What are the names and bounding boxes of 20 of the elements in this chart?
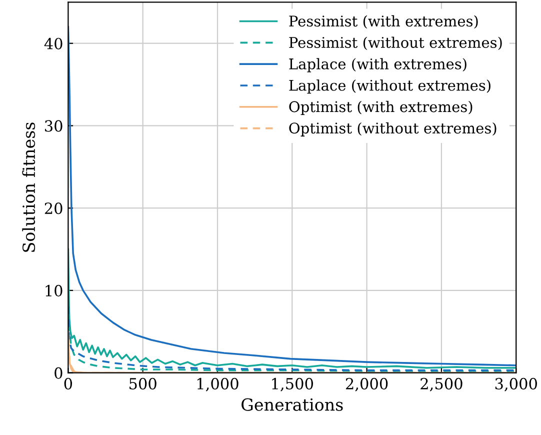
x-tick-label: 2,000 — [346, 378, 388, 392]
x-tick-label: 3,000 — [495, 378, 537, 392]
x-tick-label: 1,500 — [272, 378, 313, 392]
y-tick-label: 20 — [44, 202, 62, 214]
y-tick-label: 30 — [45, 120, 62, 132]
x-tick-label: 500 — [130, 378, 156, 390]
legend-label: Optimist (without extremes) — [289, 122, 496, 136]
y-tick-label: 0 — [54, 367, 62, 379]
legend-label: Laplace (without extremes) — [289, 80, 490, 94]
y-tick-label: 10 — [46, 284, 62, 296]
legend-label: Laplace (with extremes) — [289, 58, 466, 72]
legend-label: Pessimist (with extremes) — [289, 15, 478, 29]
x-tick-label: 2,500 — [420, 378, 462, 392]
x-axis-title: Generations — [242, 398, 343, 411]
y-axis-title: Solution fitness — [22, 122, 36, 252]
x-tick-label: 0 — [64, 378, 72, 390]
x-tick-label: 1,000 — [197, 378, 238, 392]
legend-label: Pessimist (without extremes) — [289, 36, 502, 50]
legend-label: Optimist (with extremes) — [289, 100, 472, 116]
y-tick-label: 40 — [44, 38, 62, 50]
